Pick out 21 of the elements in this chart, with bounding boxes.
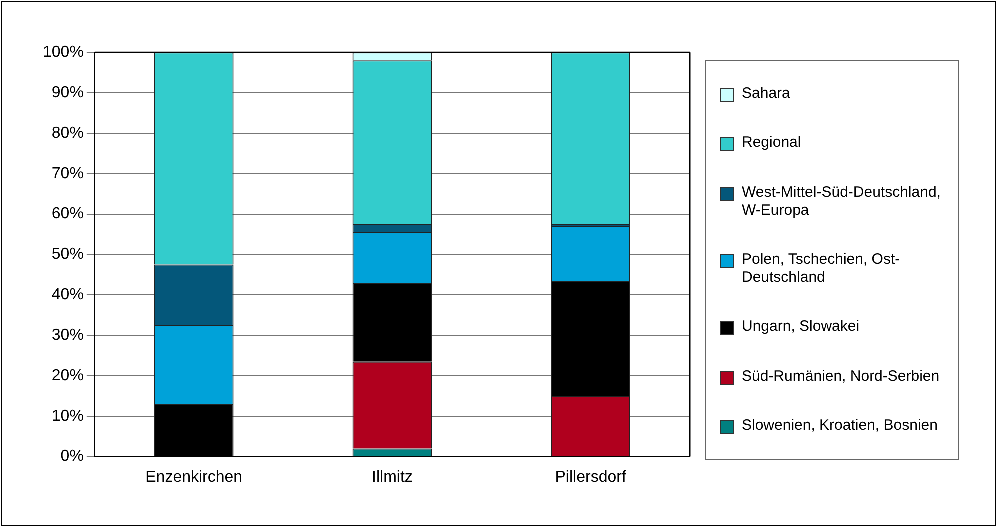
legend-label: Sahara (742, 84, 790, 103)
y-tick-label: 20% (52, 367, 84, 384)
y-tick-label: 100% (43, 44, 84, 62)
x-tick-label: Pillersdorf (555, 468, 627, 486)
legend-label: Süd-Rumänien, Nord-Serbien (742, 368, 940, 386)
y-tick-label: 70% (52, 165, 84, 182)
legend-label: Slowenien, Kroatien, Bosnien (742, 417, 938, 436)
x-tick-label: Illmitz (372, 468, 413, 486)
y-tick-label: 0% (60, 448, 84, 466)
y-tick-label: 80% (52, 124, 84, 142)
y-tick-label: 10% (52, 408, 84, 425)
y-tick-label: 90% (52, 84, 84, 102)
legend-label: West-Mittel-Süd-Deutschland, W-Europa (742, 184, 942, 220)
y-tick-label: 60% (52, 206, 84, 223)
y-tick-label: 30% (52, 326, 84, 344)
legend-label: Polen, Tschechien, Ost-Deutschland (742, 250, 902, 287)
legend-label: Regional (742, 134, 802, 152)
x-tick-label: Enzenkirchen (146, 468, 243, 486)
y-tick-label: 40% (52, 286, 84, 304)
legend-label: Ungarn, Slowakei (742, 318, 860, 336)
y-tick-label: 50% (52, 246, 84, 264)
